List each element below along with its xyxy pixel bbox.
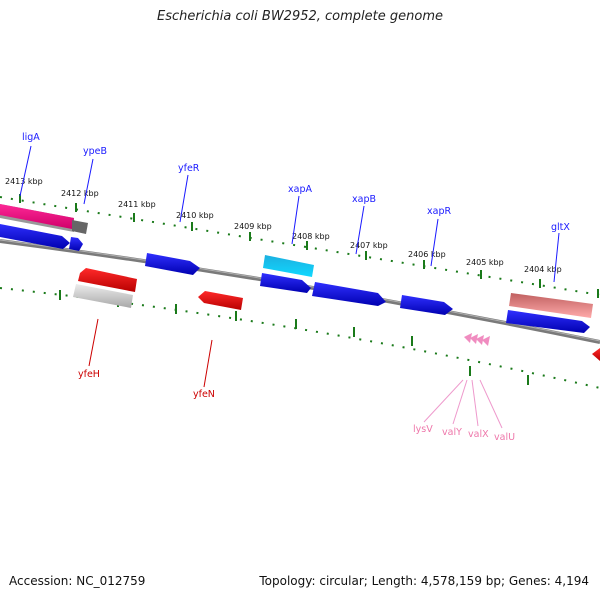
gene-label-xapR[interactable]: xapR [427, 206, 451, 217]
top-gene-leaders [19, 145, 560, 283]
scale-label-2409: 2409 kbp [234, 222, 272, 231]
gene-label-yfeH[interactable]: yfeH [78, 369, 100, 380]
scale-label-2407: 2407 kbp [350, 241, 388, 250]
trna-label-valY[interactable]: valY [442, 427, 462, 438]
scale-label-2404: 2404 kbp [524, 265, 562, 274]
gene-arrow-ligA[interactable] [0, 223, 70, 249]
scale-label-2408: 2408 kbp [292, 232, 330, 241]
rrna-feature-ligA[interactable] [0, 203, 88, 234]
trna-label-lysV[interactable]: lysV [413, 424, 433, 435]
trna-leaders [423, 379, 503, 429]
accession-label: Accession: NC_012759 [9, 574, 146, 588]
scale-label-2406: 2406 kbp [408, 250, 446, 259]
gene-label-ligA[interactable]: ligA [22, 132, 40, 143]
genome-summary: Topology: circular; Length: 4,578,159 bp… [259, 574, 589, 588]
scale-label-2412: 2412 kbp [61, 189, 99, 198]
scale-label-2411: 2411 kbp [118, 200, 156, 209]
scale-label-2413: 2413 kbp [5, 177, 43, 186]
gene-arrow-gltX[interactable] [506, 293, 593, 333]
gene-label-gltX[interactable]: gltX [551, 222, 570, 233]
scale-label-2405: 2405 kbp [466, 258, 504, 267]
gene-arrow-yfeR[interactable] [145, 253, 200, 275]
bottom-gene-leaders [88, 318, 213, 388]
gene-arrow-xapB[interactable] [312, 282, 386, 306]
gene-label-xapB[interactable]: xapB [352, 194, 376, 205]
gene-arrow-edge-right[interactable] [592, 348, 600, 361]
gene-label-yfeR[interactable]: yfeR [178, 163, 200, 174]
gene-label-xapA[interactable]: xapA [288, 184, 312, 195]
gene-arrow-ypeB[interactable] [69, 237, 83, 251]
gene-arrow-xapR[interactable] [400, 295, 453, 315]
trna-label-valX[interactable]: valX [468, 429, 489, 440]
scale-label-2410: 2410 kbp [176, 211, 214, 220]
trna-arrows[interactable] [464, 333, 490, 346]
gene-arrow-xapA[interactable] [260, 255, 314, 293]
gene-arrow-yfeH[interactable] [73, 268, 137, 308]
upper-tick-track [0, 194, 600, 298]
lower-tick-track [0, 287, 600, 389]
page-title: Escherichia coli BW2952, complete genome [157, 9, 443, 24]
gene-label-ypeB[interactable]: ypeB [83, 146, 107, 157]
trna-label-valU[interactable]: valU [494, 432, 515, 443]
gene-arrow-yfeN[interactable] [198, 291, 243, 310]
gene-label-yfeN[interactable]: yfeN [193, 389, 215, 400]
